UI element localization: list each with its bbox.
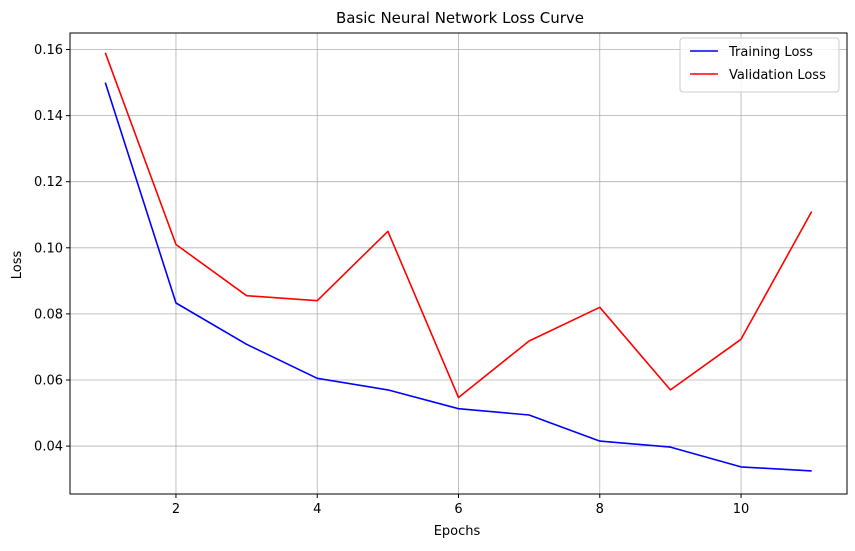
- grid: [70, 33, 847, 494]
- x-tick-label: 2: [172, 502, 180, 517]
- training-loss-line: [104, 82, 812, 472]
- series-layer: [104, 52, 813, 472]
- legend: Training Loss Validation Loss: [679, 37, 840, 93]
- chart-title: Basic Neural Network Loss Curve: [336, 9, 584, 27]
- y-tick-label: 0.16: [34, 43, 63, 58]
- y-tick-label: 0.08: [34, 307, 63, 322]
- y-tick-label: 0.06: [34, 373, 63, 388]
- x-tick-label: 6: [454, 502, 462, 517]
- legend-box: [679, 37, 840, 93]
- x-tick-label: 10: [733, 502, 750, 517]
- y-tick-label: 0.12: [34, 175, 63, 190]
- validation-loss-line: [104, 52, 813, 399]
- x-tick-label: 8: [596, 502, 604, 517]
- x-axis-label: Epochs: [434, 524, 481, 539]
- ticks: 2 4 6 8 10 0.04 0.06 0.08 0.10 0.12 0.14 0.16: [34, 43, 749, 517]
- y-tick-label: 0.10: [34, 241, 63, 256]
- y-tick-label: 0.14: [34, 109, 63, 124]
- y-axis-label: Loss: [10, 251, 25, 280]
- y-tick-label: 0.04: [34, 440, 63, 455]
- legend-label-validation: Validation Loss: [729, 68, 826, 83]
- legend-label-training: Training Loss: [728, 45, 813, 60]
- x-tick-label: 4: [313, 502, 321, 517]
